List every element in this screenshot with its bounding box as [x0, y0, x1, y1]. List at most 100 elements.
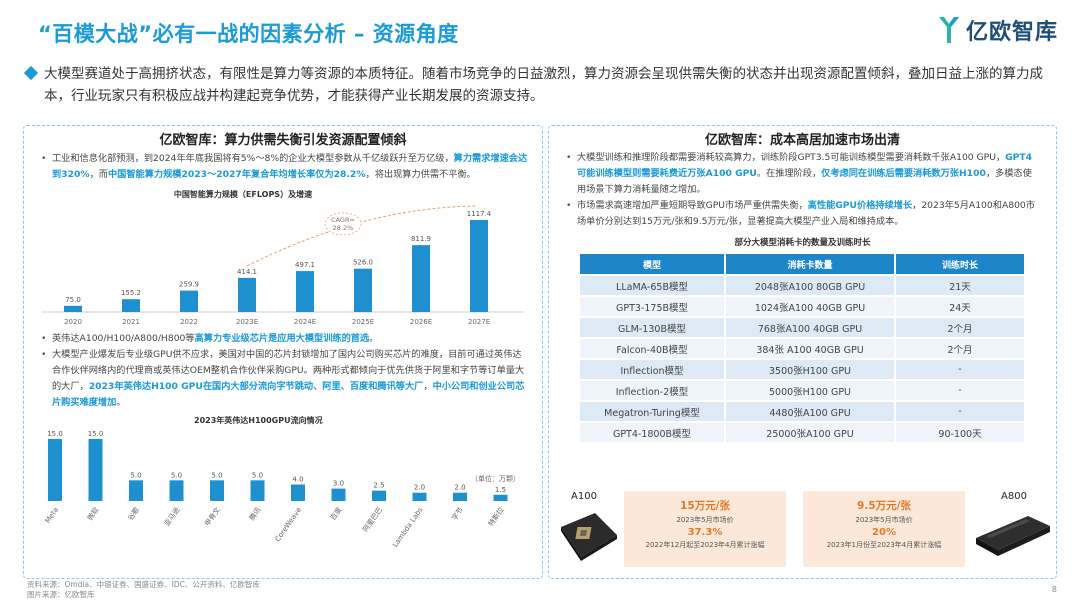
table-cell: 25000张A100 GPU [726, 423, 896, 442]
a800-gpu-card-icon [976, 516, 1050, 556]
a800-date: 2023年5月市场价 [855, 516, 913, 524]
h100-flow-bar-chart: 15.0 Meta 15.0 微软 5.0 谷歌 5.0 亚马逊 5.0 甲骨文 5.0 腾讯 4.0 C… [44, 430, 508, 549]
a100-note: 2022年12月起至2023年4月累计涨幅 [645, 541, 765, 549]
cagr-label: 28.2% [333, 224, 354, 232]
left-panel-title: 亿欧智库：算力供需失衡引发资源配置倾斜 [159, 133, 407, 148]
data-label: 5.0 [252, 471, 263, 479]
table-cell: 2个月 [896, 339, 1024, 358]
data-label: 2.0 [414, 484, 425, 492]
data-label: 1.5 [495, 486, 506, 494]
table-cell: 384张 A100 40GB GPU [726, 339, 896, 358]
left-panel: 亿欧智库：算力供需失衡引发资源配置倾斜 工业和信息化部预测，到2024年年底我国… [23, 125, 543, 579]
bar [470, 220, 488, 312]
footer-image-line: 图片来源：亿欧智库 [27, 590, 95, 599]
table-cell: 768张A100 40GB GPU [726, 318, 896, 337]
table-cell: GPT4-1800B模型 [580, 423, 726, 442]
table-row: Inflection-2模型 5000张H100 GPU - [580, 381, 1024, 400]
data-label: 5.0 [211, 471, 222, 479]
data-label: 2.0 [454, 484, 465, 492]
tick-label: 2021 [122, 318, 140, 326]
left-bullet-2: 英伟达A100/H100/A800/H800等高算力专业级芯片是应用大模型训练的… [40, 331, 528, 347]
page-title: “百模大战”必有一战的因素分析 – 资源角度 [38, 22, 459, 46]
table-header-row: 模型 消耗卡数量 训练时长 [580, 254, 1024, 274]
table-cell: - [896, 360, 1024, 379]
table-cell: Falcon-40B模型 [580, 339, 726, 358]
a100-date: 2023年5月市场价 [676, 516, 734, 524]
table-cell: 21天 [896, 276, 1024, 295]
table-row: GLM-130B模型 768张A100 40GB GPU 2个月 [580, 318, 1024, 337]
chart2-unit: （单位：万颗） [471, 475, 520, 483]
table-header-cell: 模型 [580, 254, 726, 274]
page-number: 8 [1051, 585, 1057, 594]
bar [210, 480, 224, 501]
bar [250, 480, 265, 501]
table-cell: 24天 [896, 297, 1024, 316]
left-bullet-1: 工业和信息化部预测，到2024年年底我国将有5%～8%的企业大模型参数从千亿级跃… [40, 151, 528, 183]
a100-gpu-module-icon [561, 513, 617, 561]
bar [169, 480, 184, 501]
logo-text: 亿欧智库 [965, 20, 1058, 45]
tick-label: Lambda Labs [391, 506, 425, 549]
bar [64, 305, 82, 312]
tick-label: 腾讯 [247, 505, 262, 522]
table-cell: - [896, 402, 1024, 421]
a800-label: A800 [1001, 491, 1027, 502]
data-label: 5.0 [171, 471, 182, 479]
bar [180, 290, 198, 312]
data-label: 155.2 [121, 289, 141, 297]
tick-label: 谷歌 [126, 505, 141, 522]
table-row: GPT3-175B模型 1024张A100 40GB GPU 24天 [580, 297, 1024, 316]
table-cell: Megatron-Turing模型 [580, 402, 726, 421]
table-cell: 3500张H100 GPU [726, 360, 896, 379]
a100-price: 15万元/张 [680, 500, 730, 512]
yiou-logo-icon [938, 17, 959, 43]
footer-source-line: 资料来源：Omdia、中银证券、国盛证券、IDC、公开资料、亿欧智库 [27, 580, 260, 589]
table-cell: 4480张A100 GPU [726, 402, 896, 421]
tick-label: 2022 [180, 318, 198, 326]
bar [88, 439, 103, 501]
right-bullet-1: 大模型训练和推理阶段都需要消耗较高算力，训练阶段GPT3.5可能训练模型需要消耗… [565, 150, 1036, 198]
table-cell: Inflection-2模型 [580, 381, 726, 400]
table-cell: GLM-130B模型 [580, 318, 726, 337]
chart2-title: 2023年英伟达H100GPU流向情况 [194, 416, 323, 425]
cagr-bubble [324, 212, 362, 236]
data-label: 497.1 [295, 261, 315, 269]
tick-label: Meta [44, 506, 61, 525]
tick-label: CoreWeave [274, 506, 303, 543]
table-row: GPT4-1800B模型 25000张A100 GPU 90-100天 [580, 423, 1024, 442]
bar [48, 439, 62, 501]
data-label: 2.5 [373, 482, 384, 490]
tick-label: 微软 [85, 505, 100, 522]
table-cell: - [896, 381, 1024, 400]
table-header-cell: 消耗卡数量 [726, 254, 896, 274]
bar [453, 492, 467, 501]
a800-pct: 20% [872, 527, 896, 538]
data-label: 5.0 [130, 471, 141, 479]
table-cell: Inflection模型 [580, 360, 726, 379]
table-cell: 1024张A100 40GB GPU [726, 297, 896, 316]
table-row: Inflection模型 3500张H100 GPU - [580, 360, 1024, 379]
right-bullet-2: 市场需求高速增加严重短期导致GPU市场严重供需失衡，高性能GPU价格持续增长，2… [565, 198, 1036, 230]
left-bullets-top: 工业和信息化部预测，到2024年年底我国将有5%～8%的企业大模型参数从千亿级跃… [24, 151, 542, 183]
table-row: Megatron-Turing模型 4480张A100 GPU - [580, 402, 1024, 421]
right-panel: 亿欧智库：成本高居加速市场出清 大模型训练和推理阶段都需要消耗较高算力，训练阶段… [548, 125, 1057, 579]
data-label: 526.0 [353, 259, 373, 267]
a100-price-card: 15万元/张 2023年5月市场价 37.3% 2022年12月起至2023年4… [624, 491, 786, 567]
a100-label: A100 [571, 491, 597, 502]
tick-label: 字节 [450, 505, 465, 522]
a800-note: 2023年1月份至2023年4月累计涨幅 [826, 541, 942, 549]
intro-paragraph: 大模型赛道处于高拥挤状态，有限性是算力等资源的本质特征。随着市场竞争的日益激烈，… [23, 63, 1056, 107]
data-label: 811.9 [411, 235, 431, 243]
tick-label: 2023E [236, 318, 258, 326]
left-bullets-bottom: 英伟达A100/H100/A800/H800等高算力专业级芯片是应用大模型训练的… [24, 331, 542, 411]
table-row: Falcon-40B模型 384张 A100 40GB GPU 2个月 [580, 339, 1024, 358]
data-label: 3.0 [333, 480, 344, 488]
tick-label: 2027E [468, 318, 490, 326]
data-label: 75.0 [65, 296, 81, 304]
a800-price-card: 9.5万元/张 2023年5月市场价 20% 2023年1月份至2023年4月累… [803, 491, 965, 567]
a100-pct: 37.3% [687, 527, 723, 538]
data-label: 15.0 [47, 430, 63, 438]
tick-label: 2020 [64, 318, 82, 326]
table-title: 部分大模型消耗卡的数量及训练时长 [734, 238, 871, 248]
tick-label: 亚马逊 [162, 505, 181, 527]
